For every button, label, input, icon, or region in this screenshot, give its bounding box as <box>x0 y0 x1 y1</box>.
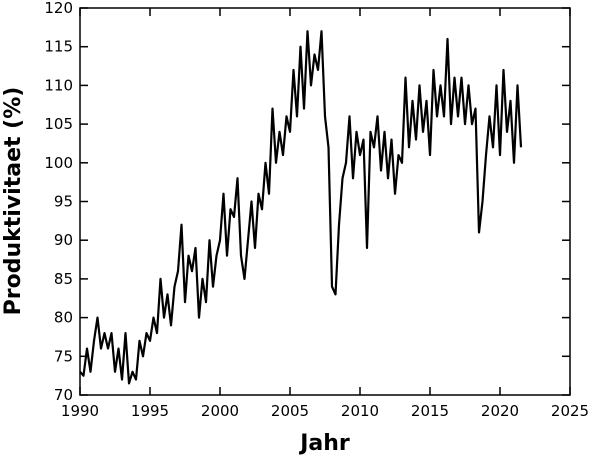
x-tick-label: 2010 <box>341 402 379 420</box>
y-tick-label: 85 <box>54 270 73 288</box>
x-tick-label: 2015 <box>411 402 449 420</box>
plot-frame <box>79 7 571 396</box>
y-axis-label: Produktivitaet (%) <box>1 87 26 316</box>
data-line <box>79 30 523 385</box>
x-tick-label: 2020 <box>481 402 519 420</box>
y-tick-label: 120 <box>44 0 73 17</box>
y-tick-label: 110 <box>44 76 73 94</box>
y-tick-label: 90 <box>54 231 73 249</box>
x-tick-label: 2000 <box>201 402 239 420</box>
y-tick-label: 105 <box>44 115 73 133</box>
x-tick-label: 1995 <box>131 402 169 420</box>
y-tick-label: 70 <box>54 386 73 404</box>
y-tick-label: 80 <box>54 309 73 327</box>
x-tick-label: 1990 <box>61 402 99 420</box>
y-tick-label: 115 <box>44 38 73 56</box>
y-tick-label: 95 <box>54 193 73 211</box>
x-tick-label: 2025 <box>551 402 589 420</box>
x-tick-label: 2005 <box>271 402 309 420</box>
y-tick-label: 100 <box>44 154 73 172</box>
x-axis-label: Jahr <box>298 431 350 456</box>
y-tick-label: 75 <box>54 347 73 365</box>
